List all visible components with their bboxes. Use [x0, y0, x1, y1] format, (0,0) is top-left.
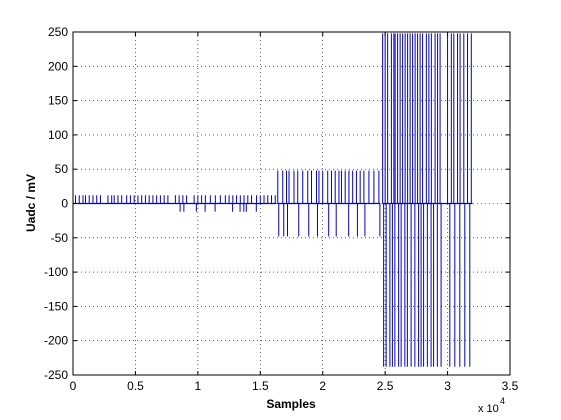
x-tick-label: 2	[319, 379, 326, 393]
x-tick-label: 0	[70, 379, 77, 393]
x-exponent-label: x 10	[478, 403, 499, 415]
x-tick-label: 1	[195, 379, 202, 393]
data-series	[73, 33, 473, 367]
x-tick-labels: 0 0.5 1 1.5 2 2.5 3 3.5	[70, 379, 519, 393]
x-tick-label: 3.5	[502, 379, 519, 393]
x-tick-label: 1.5	[252, 379, 269, 393]
axis-ticks	[72, 31, 511, 376]
y-axis-label: Uadc / mV	[24, 174, 38, 232]
x-axis-label: Samples	[266, 397, 316, 411]
y-tick-label: -200	[44, 334, 68, 348]
y-tick-label: -100	[44, 265, 68, 279]
y-tick-label: 0	[61, 197, 68, 211]
y-tick-labels: 250 200 150 100 50 0 -50 -100 -150 -200 -250	[44, 25, 68, 382]
y-tick-label: 250	[48, 25, 68, 39]
y-tick-label: 200	[48, 59, 68, 73]
y-tick-label: -250	[44, 368, 68, 382]
x-tick-label: 0.5	[127, 379, 144, 393]
x-exponent-power: 4	[500, 396, 505, 406]
y-tick-label: 50	[55, 162, 69, 176]
y-tick-label: 150	[48, 94, 68, 108]
x-tick-label: 2.5	[377, 379, 394, 393]
x-tick-label: 3	[444, 379, 451, 393]
y-tick-label: -150	[44, 299, 68, 313]
y-tick-label: -50	[51, 231, 69, 245]
y-tick-label: 100	[48, 128, 68, 142]
